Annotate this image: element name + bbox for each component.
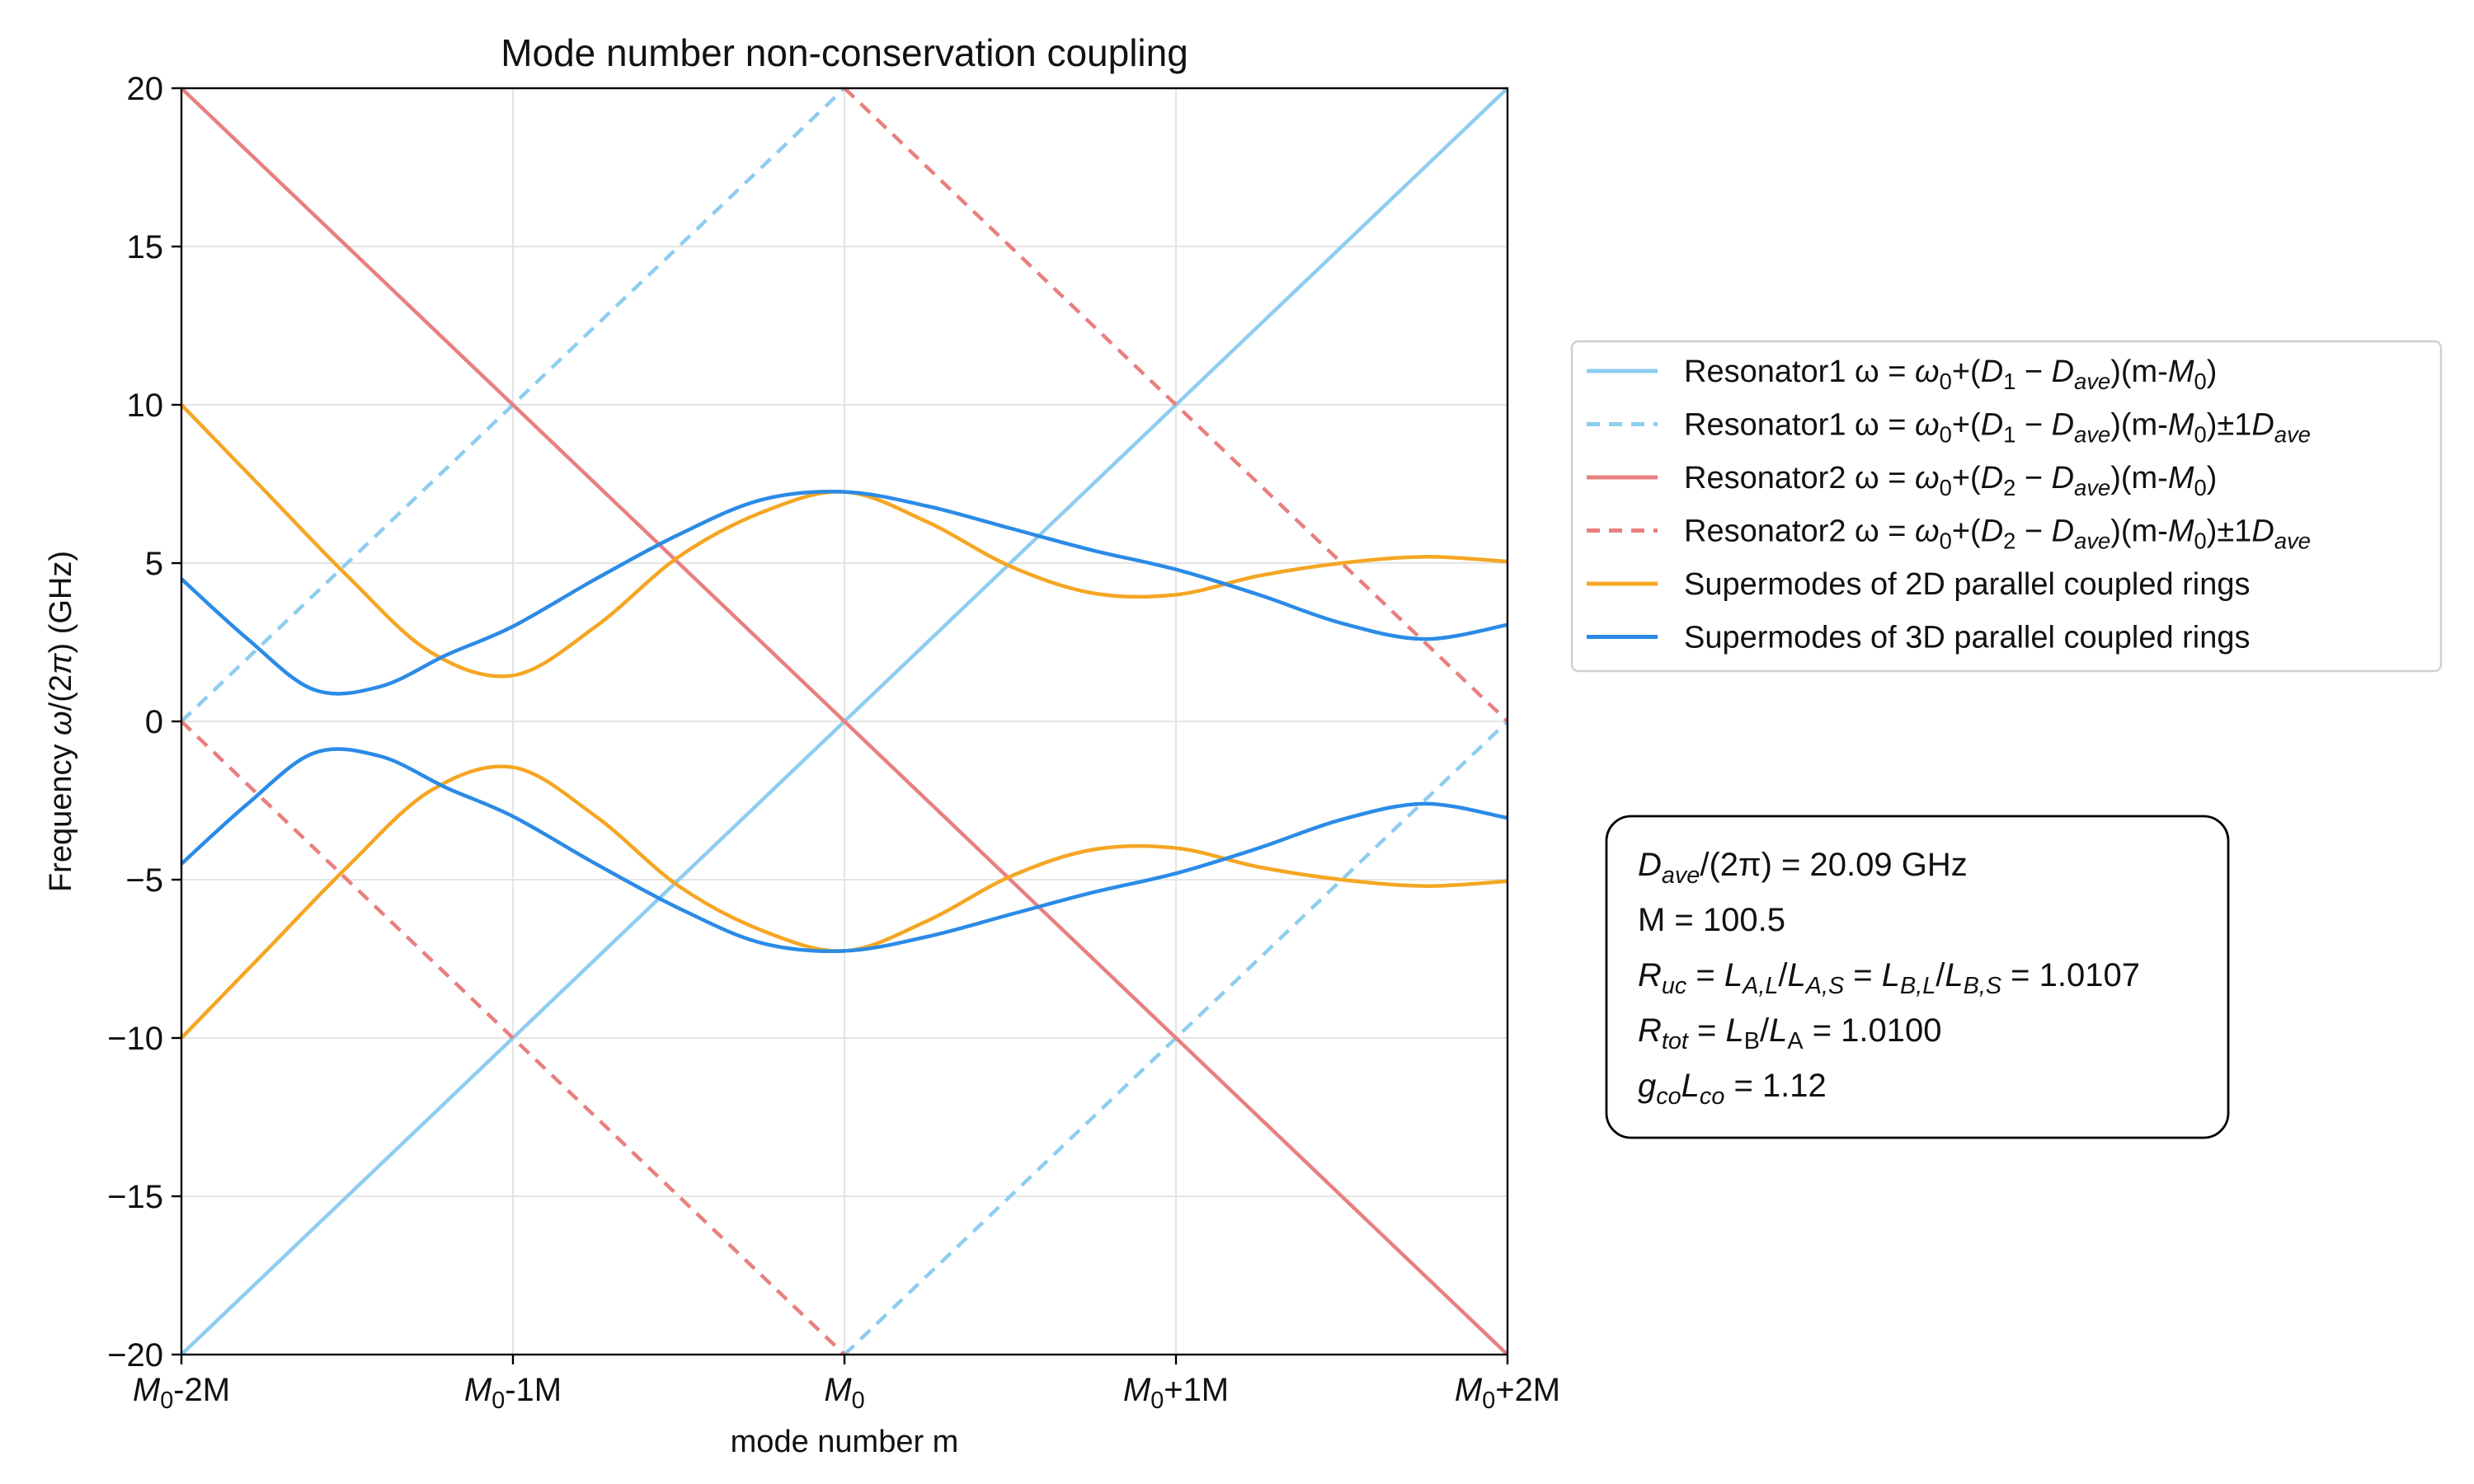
legend-label: Supermodes of 2D parallel coupled rings bbox=[1684, 567, 2251, 602]
x-tick-label: M0+2M bbox=[1455, 1372, 1560, 1414]
x-axis-label: mode number m bbox=[731, 1425, 959, 1459]
info-line: M = 100.5 bbox=[1638, 902, 1785, 938]
y-tick-label: 20 bbox=[127, 71, 164, 107]
info-line: Dave/(2π) = 20.09 GHz bbox=[1638, 847, 1968, 889]
legend-label: Resonator2 ω = ω0+(D2 − Dave)(m-M0) bbox=[1684, 461, 2217, 500]
legend-label: Resonator1 ω = ω0+(D1 − Dave)(m-M0)±1Dav… bbox=[1684, 408, 2311, 448]
series-5-upper-branch bbox=[180, 490, 1508, 696]
info-line: gcoLco = 1.12 bbox=[1638, 1068, 1827, 1110]
info-box-frame bbox=[1605, 815, 2230, 1139]
y-tick-label: 0 bbox=[145, 704, 163, 740]
legend-label: Resonator1 ω = ω0+(D1 − Dave)(m-M0) bbox=[1684, 355, 2217, 394]
x-tick-label: M0-2M bbox=[133, 1372, 230, 1414]
chart-title: Mode number non-conservation coupling bbox=[501, 31, 1188, 74]
info-line: Rtot = LB/LA = 1.0100 bbox=[1638, 1012, 1942, 1054]
legend-label: Supermodes of 3D parallel coupled rings bbox=[1684, 621, 2251, 655]
y-tick-label: −15 bbox=[107, 1179, 163, 1215]
y-tick-label: 15 bbox=[127, 229, 164, 265]
y-tick-label: −20 bbox=[107, 1337, 163, 1374]
y-tick-label: −10 bbox=[107, 1021, 163, 1057]
info-line: Ruc = LA,L/LA,S = LB,L/LB,S = 1.0107 bbox=[1638, 957, 2140, 999]
info-box: Dave/(2π) = 20.09 GHz M = 100.5 Ruc = LA,L… bbox=[1605, 815, 2230, 1139]
series-2-line bbox=[180, 87, 1509, 1356]
y-tick-label: 10 bbox=[127, 387, 164, 424]
legend: Resonator1 ω = ω0+(D1 − Dave)(m-M0) Reson… bbox=[1570, 340, 2443, 673]
x-tick-label: M0+1M bbox=[1123, 1372, 1229, 1414]
series-layer bbox=[180, 87, 1509, 1356]
x-tick-label: M0-1M bbox=[464, 1372, 562, 1414]
y-axis-label: Frequency ω/(2π) (GHz) bbox=[44, 551, 78, 892]
series-3-segment-0 bbox=[180, 720, 846, 1356]
y-tick-label: −5 bbox=[125, 862, 163, 899]
series-5-lower-branch bbox=[180, 747, 1508, 953]
legend-label: Resonator2 ω = ω0+(D2 − Dave)(m-M0)±1Dav… bbox=[1684, 514, 2311, 554]
x-tick-label: M0 bbox=[824, 1372, 864, 1414]
legend-box bbox=[1570, 340, 2443, 673]
series-3-segment-1 bbox=[843, 87, 1509, 723]
ticks: M0-2M M0-1M M0 M0+1M M0+2M −20 −15 −10 −5 0 5 10 15 2… bbox=[107, 71, 1560, 1414]
y-tick-label: 5 bbox=[145, 546, 163, 582]
